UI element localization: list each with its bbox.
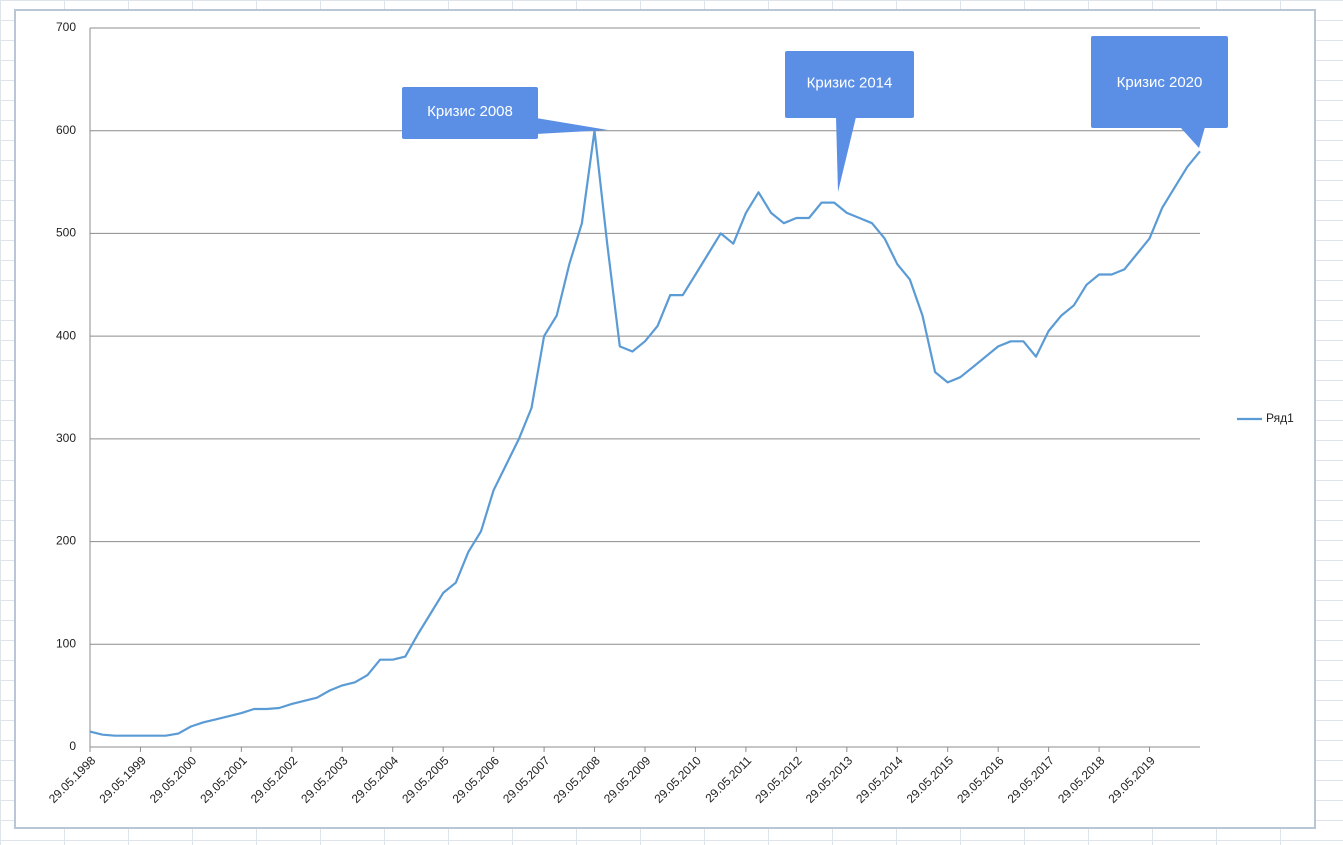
- callout-text: Кризис 2020: [1117, 74, 1203, 91]
- legend-label: Ряд1: [1266, 411, 1294, 425]
- callout-pointer: [836, 117, 856, 192]
- y-tick-label: 0: [69, 739, 76, 753]
- callout-pointer: [536, 118, 608, 134]
- y-tick-label: 600: [56, 123, 76, 137]
- callout-box: [1091, 36, 1228, 128]
- y-tick-label: 100: [56, 636, 76, 650]
- callout-text: Кризис 2008: [427, 103, 513, 120]
- callout-text: Кризис 2014: [807, 74, 893, 91]
- chart-area: [14, 9, 1316, 829]
- callout-pointer: [1180, 127, 1205, 148]
- y-tick-label: 500: [56, 226, 76, 240]
- callout-box: [402, 87, 538, 139]
- data-line: [89, 129, 1201, 737]
- y-tick-label: 700: [56, 20, 76, 34]
- y-tick-label: 200: [56, 534, 76, 548]
- callout-box: [785, 51, 914, 118]
- y-tick-label: 400: [56, 328, 76, 342]
- y-tick-label: 300: [56, 431, 76, 445]
